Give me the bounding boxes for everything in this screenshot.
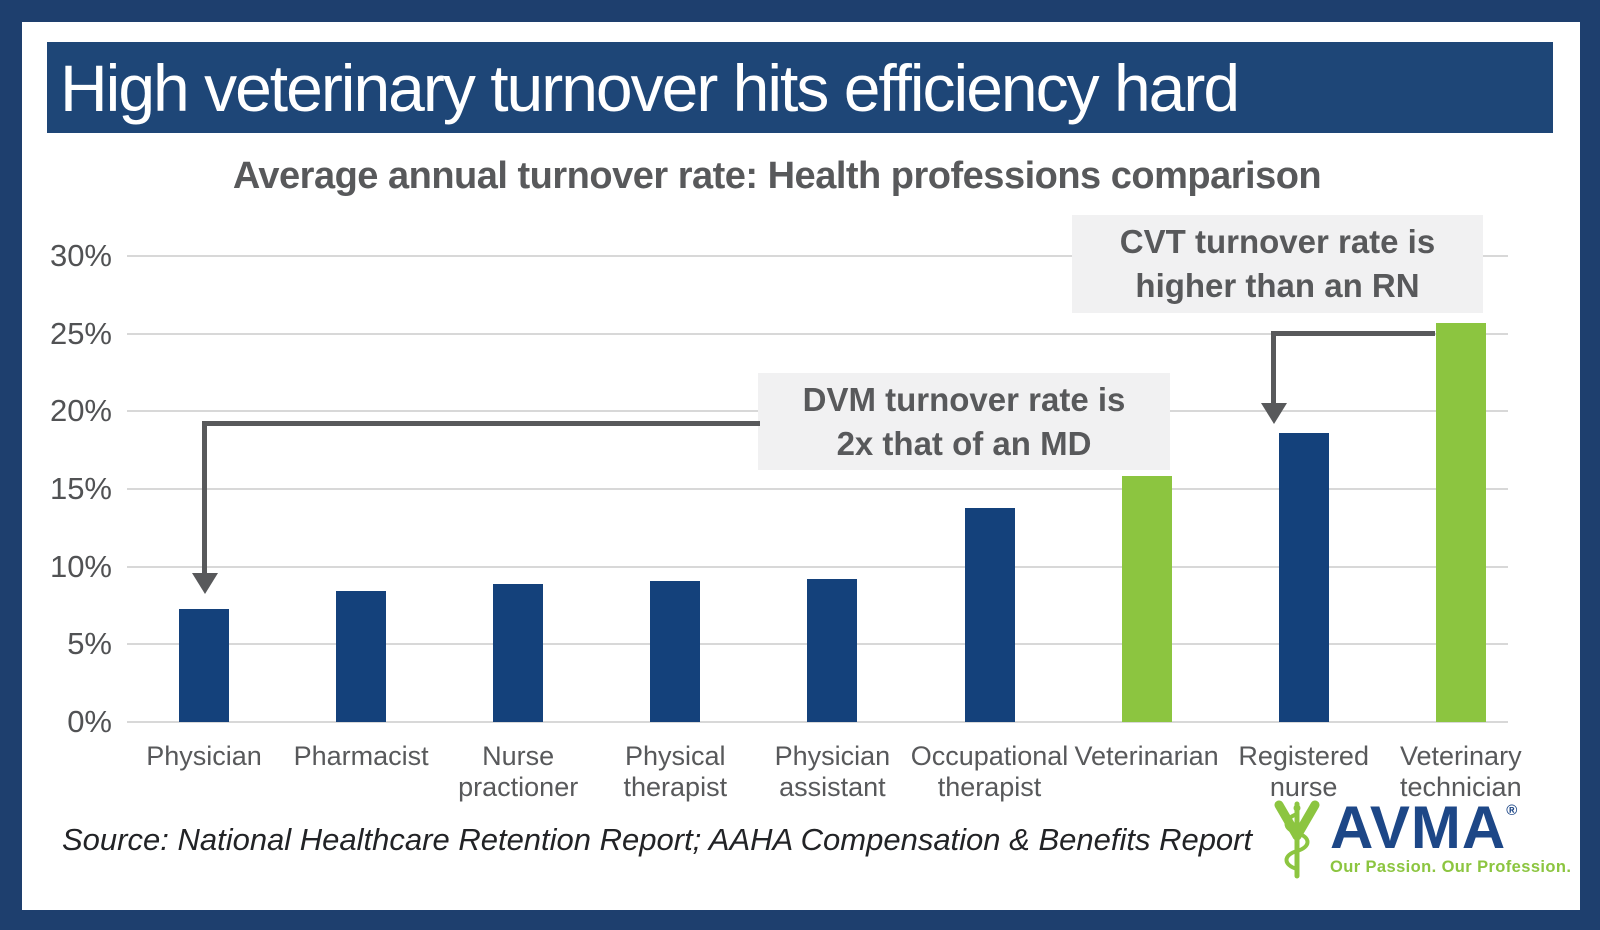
x-axis-label-occupational-therapist: Occupational therapist [910, 741, 1069, 802]
gridline-15pct [127, 487, 1508, 490]
y-axis-tick-0: 0% [67, 704, 112, 739]
annotation-cvt-line2: higher than an RN [1135, 267, 1420, 304]
bar-occupational-therapist [964, 507, 1015, 722]
x-axis-label-registered-nurse: Registered nurse [1238, 741, 1369, 802]
gridline-30pct [127, 254, 1508, 257]
x-axis-label-veterinary-technician: Veterinary technician [1400, 741, 1522, 802]
source-citation: Source: National Healthcare Retention Re… [62, 822, 1253, 857]
chart-card: High veterinary turnover hits efficiency… [22, 22, 1580, 910]
bar-physician-assistant [807, 579, 858, 722]
y-axis-tick-5: 5% [67, 626, 112, 662]
y-axis-tick-15: 15% [49, 470, 112, 506]
gridline-25pct [127, 332, 1508, 335]
y-axis-tick-20: 20% [49, 393, 112, 429]
bar-physician [179, 608, 229, 722]
x-axis-label-physician: Physician [146, 741, 262, 771]
dvm-arrow-horizontal-line [202, 421, 760, 426]
bar-nurse-practioner [493, 583, 544, 722]
avma-tagline: Our Passion. Our Profession. [1330, 858, 1572, 876]
bar-veterinary-technician [1435, 322, 1486, 722]
annotation-dvm-line1: DVM turnover rate is [802, 381, 1126, 418]
avma-caduceus-icon [1274, 800, 1320, 879]
x-axis-label-nurse-practioner: Nurse practioner [458, 741, 579, 802]
cvt-arrow-vertical-line [1271, 331, 1276, 403]
bar-pharmacist [336, 591, 387, 722]
annotation-cvt-callout: CVT turnover rate is higher than an RN [1072, 215, 1483, 313]
avma-logo-text: AVMA ® Our Passion. Our Profession. [1330, 794, 1572, 877]
bar-veterinarian [1121, 476, 1172, 722]
annotation-cvt-line1: CVT turnover rate is [1119, 223, 1436, 260]
avma-wordmark: AVMA [1330, 794, 1507, 861]
dvm-arrow-vertical-line [202, 421, 207, 573]
bar-registered-nurse [1278, 432, 1329, 722]
registered-trademark-symbol: ® [1506, 802, 1518, 819]
bar-physical-therapist [650, 580, 701, 722]
cvt-arrowhead-icon [1261, 403, 1287, 424]
turnover-bar-chart: 0% 5% 10% 15% 20% 25% 30% Physician Pharmacist Nu… [22, 22, 1580, 910]
gridline-0pct [127, 721, 1508, 723]
annotation-dvm-callout: DVM turnover rate is 2x that of an MD [758, 373, 1170, 470]
gridline-10pct [127, 565, 1508, 568]
x-axis-label-physician-assistant: Physician assistant [774, 741, 891, 802]
chart-subtitle: Average annual turnover rate: Health pro… [232, 155, 1322, 197]
avma-logo: AVMA ® Our Passion. Our Profession. [1272, 794, 1572, 880]
annotation-dvm-line2: 2x that of an MD [836, 425, 1092, 462]
x-axis-label-physical-therapist: Physical therapist [623, 741, 728, 802]
x-axis-label-pharmacist: Pharmacist [293, 741, 429, 771]
page-title: High veterinary turnover hits efficiency… [60, 50, 1240, 125]
y-axis-tick-25: 25% [49, 315, 112, 351]
x-axis-label-veterinarian: Veterinarian [1074, 741, 1219, 771]
title-banner: High veterinary turnover hits efficiency… [47, 42, 1553, 133]
cvt-arrow-horizontal-line [1271, 331, 1435, 336]
y-axis-tick-30: 30% [49, 237, 112, 273]
y-axis-tick-10: 10% [49, 548, 112, 584]
dvm-arrowhead-icon [192, 573, 218, 594]
